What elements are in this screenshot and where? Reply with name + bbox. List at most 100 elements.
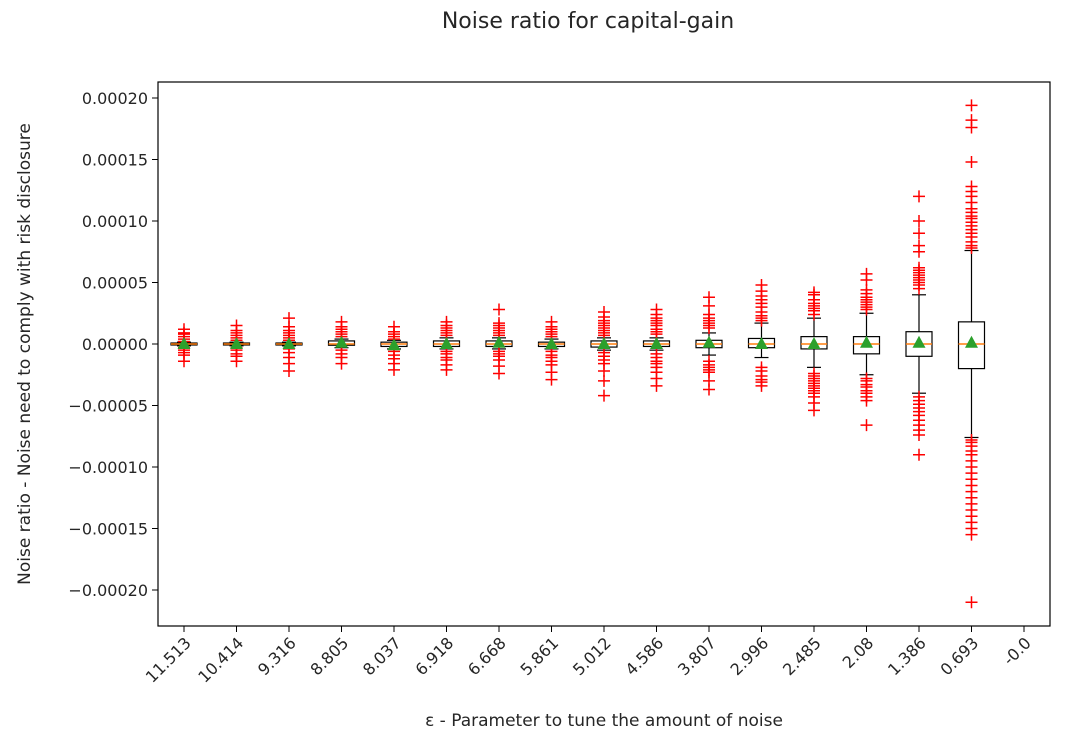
outlier-marker <box>965 180 978 193</box>
outlier-marker <box>545 315 558 328</box>
box-group <box>380 320 408 376</box>
x-tick-label: 6.668 <box>464 633 510 679</box>
x-tick-label: 4.586 <box>621 633 667 679</box>
box-group <box>485 303 513 380</box>
outlier-marker <box>230 355 243 368</box>
outlier-marker <box>965 528 978 541</box>
outlier-marker <box>388 363 400 376</box>
y-tick-label: 0.00000 <box>82 335 148 354</box>
box-group <box>747 278 776 392</box>
y-tick-label: −0.00020 <box>68 581 148 600</box>
mean-marker <box>755 337 768 349</box>
outlier-marker <box>283 312 295 325</box>
box-group <box>905 190 933 461</box>
box-group <box>275 312 303 378</box>
mean-marker <box>282 337 296 349</box>
x-tick-label: 9.316 <box>254 633 300 679</box>
outlier-marker <box>650 303 663 316</box>
box-group <box>537 315 566 386</box>
box-group <box>852 267 881 432</box>
mean-marker <box>807 337 821 349</box>
mean-marker <box>177 337 191 349</box>
outlier-marker <box>913 215 925 227</box>
mean-marker <box>492 335 506 348</box>
x-tick-label: 11.513 <box>142 633 195 686</box>
outlier-marker <box>283 365 295 378</box>
outlier-marker <box>230 319 243 332</box>
outlier-marker <box>703 383 715 396</box>
mean-marker <box>440 337 453 349</box>
y-axis: 0.00020 0.00015 0.00010 0.00005 0.00000 −0.00… <box>68 89 158 600</box>
outlier-marker <box>913 190 925 203</box>
x-tick-label: -0.0 <box>999 633 1035 669</box>
outlier-marker <box>598 306 610 319</box>
outlier-marker <box>388 320 400 333</box>
box-group <box>642 303 671 392</box>
outlier-marker <box>335 315 348 328</box>
box-group <box>170 323 198 368</box>
y-axis-label: Noise ratio - Noise need to comply with … <box>15 123 35 585</box>
chart-title: Noise ratio for capital-gain <box>442 9 734 34</box>
x-tick-label: 6.918 <box>411 633 457 679</box>
box-group <box>695 291 723 396</box>
box-group <box>327 315 356 370</box>
outlier-marker <box>650 379 663 392</box>
x-tick-label: 2.485 <box>779 633 825 679</box>
outlier-marker <box>913 261 925 274</box>
outlier-marker <box>860 394 873 407</box>
outlier-marker <box>755 278 768 291</box>
outlier-marker <box>913 227 925 240</box>
mean-marker <box>230 337 243 349</box>
outlier-marker <box>545 373 558 386</box>
x-tick-label: 5.012 <box>569 633 615 679</box>
outlier-marker <box>860 419 873 432</box>
x-tick-label: 5.861 <box>516 633 562 679</box>
outlier-marker <box>335 357 348 370</box>
outlier-marker <box>808 286 820 299</box>
mean-marker <box>912 335 926 348</box>
mean-marker <box>860 335 873 348</box>
box-group <box>957 99 986 609</box>
x-tick-label: 10.414 <box>194 633 247 686</box>
outlier-marker <box>178 323 190 336</box>
outlier-marker <box>808 404 820 417</box>
x-axis: 11.513 10.414 9.316 8.805 8.037 6.918 6.668 5.8… <box>142 626 1035 686</box>
y-tick-label: 0.00015 <box>82 151 148 170</box>
outlier-marker <box>703 291 715 304</box>
x-tick-label: 8.037 <box>359 633 405 679</box>
mean-marker <box>387 338 401 351</box>
mean-marker <box>702 335 716 348</box>
mean-marker <box>965 335 978 348</box>
outlier-marker <box>493 303 505 316</box>
x-tick-label: 0.693 <box>936 633 982 679</box>
outlier-marker <box>965 114 978 127</box>
y-tick-label: 0.00020 <box>82 89 148 108</box>
x-axis-label: ε - Parameter to tune the amount of nois… <box>425 711 783 731</box>
box-group <box>222 319 251 368</box>
outlier-marker <box>755 379 768 392</box>
mean-marker <box>597 337 611 349</box>
outlier-marker <box>965 99 978 112</box>
outlier-marker <box>913 429 925 442</box>
box-group <box>800 286 828 417</box>
box-group <box>432 315 461 376</box>
box-series <box>170 99 986 609</box>
y-tick-label: 0.00010 <box>82 212 148 231</box>
x-tick-label: 3.807 <box>674 633 720 679</box>
y-tick-label: −0.00010 <box>68 458 148 477</box>
outlier-marker <box>860 267 873 280</box>
outlier-marker <box>440 315 453 328</box>
outlier-marker <box>965 596 978 609</box>
outlier-marker <box>493 317 505 330</box>
y-tick-label: −0.00005 <box>68 397 148 416</box>
outlier-marker <box>178 355 190 368</box>
x-tick-label: 2.08 <box>839 633 878 672</box>
mean-marker <box>545 337 558 349</box>
y-tick-label: −0.00015 <box>68 520 148 539</box>
outlier-marker <box>440 363 453 376</box>
outlier-marker <box>913 239 925 252</box>
x-tick-label: 2.996 <box>726 633 772 679</box>
outlier-marker <box>598 374 610 387</box>
